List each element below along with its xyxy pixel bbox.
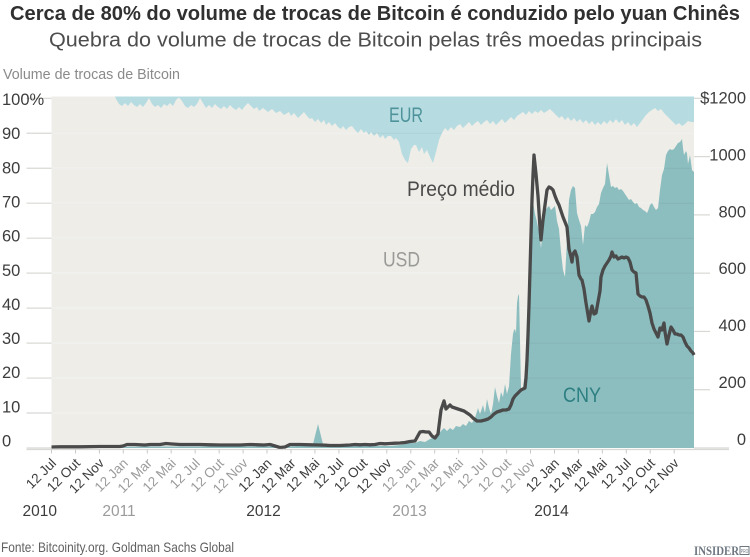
- svg-text:800: 800: [718, 203, 746, 221]
- svg-text:600: 600: [718, 260, 746, 278]
- svg-text:0: 0: [2, 433, 11, 451]
- svg-text:INSIDER: INSIDER: [694, 543, 740, 557]
- svg-text:2013: 2013: [392, 503, 426, 520]
- svg-text:60: 60: [2, 228, 20, 246]
- svg-text:Preço médio: Preço médio: [407, 178, 515, 201]
- svg-text:Quebra do volume de trocas de: Quebra do volume de trocas de Bitcoin pe…: [49, 30, 702, 52]
- svg-text:100%: 100%: [2, 91, 45, 109]
- svg-text:Volume de trocas de Bitcoin: Volume de trocas de Bitcoin: [3, 67, 180, 83]
- svg-text:2011: 2011: [102, 503, 135, 520]
- svg-text:40: 40: [2, 296, 20, 314]
- svg-text:CNY: CNY: [563, 384, 601, 407]
- svg-text:EUR: EUR: [389, 104, 423, 127]
- svg-text:90: 90: [2, 125, 20, 143]
- svg-text:USD: USD: [383, 249, 420, 272]
- svg-text:70: 70: [2, 193, 20, 211]
- svg-text:Cerca de 80% do volume de troc: Cerca de 80% do volume de trocas de Bitc…: [10, 3, 740, 25]
- svg-text:30: 30: [2, 330, 20, 348]
- svg-text:200: 200: [718, 374, 746, 392]
- svg-text:80: 80: [2, 159, 20, 177]
- svg-text:2010: 2010: [23, 503, 58, 520]
- svg-text:400: 400: [718, 317, 746, 335]
- svg-text:20: 20: [2, 364, 20, 382]
- svg-text:Fonte: Bitcoinity.org. Goldman: Fonte: Bitcoinity.org. Goldman Sachs Glo…: [1, 539, 234, 555]
- svg-text:10: 10: [2, 398, 20, 416]
- svg-text:2012: 2012: [246, 503, 280, 520]
- svg-text:50: 50: [2, 262, 20, 280]
- svg-text:$1200: $1200: [700, 89, 746, 107]
- svg-text:2014: 2014: [534, 503, 569, 520]
- svg-text:0: 0: [737, 431, 746, 449]
- svg-text:PRO: PRO: [741, 549, 749, 555]
- svg-text:1000: 1000: [709, 146, 746, 164]
